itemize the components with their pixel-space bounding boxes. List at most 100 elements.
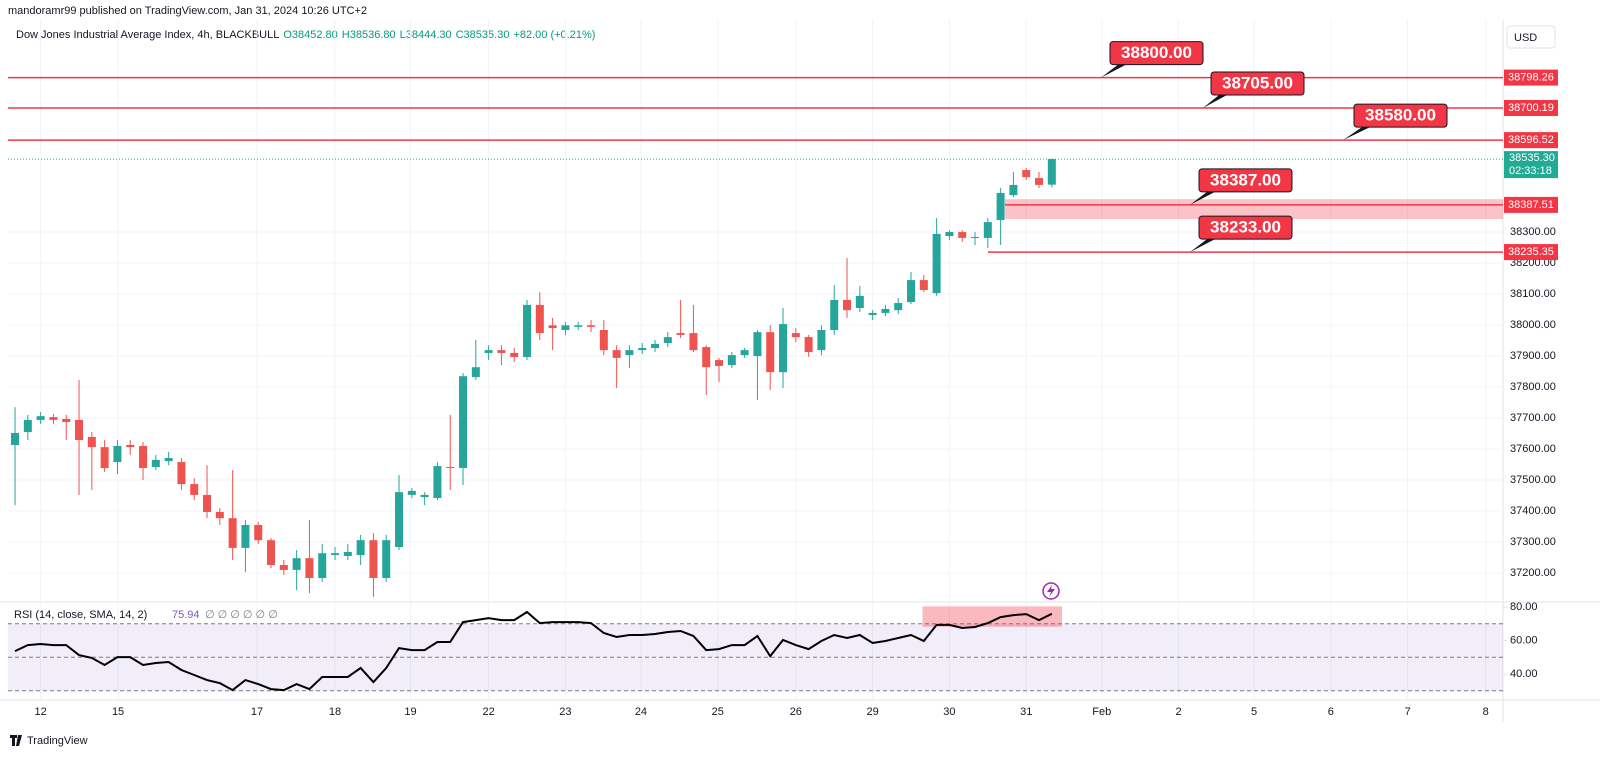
currency: USD bbox=[1514, 32, 1537, 44]
candle-body bbox=[36, 416, 45, 420]
x-tick-label: 15 bbox=[112, 706, 124, 718]
callout-pointer bbox=[1203, 94, 1227, 108]
candle-body bbox=[228, 518, 237, 548]
level-axis-box bbox=[1504, 69, 1558, 86]
rsi-highlight bbox=[922, 606, 1063, 627]
candle-body bbox=[126, 445, 135, 448]
candle-body bbox=[740, 350, 749, 356]
event-bolt bbox=[1047, 585, 1055, 597]
candle-body bbox=[190, 484, 199, 495]
level-axis-label: 38700.19 bbox=[1508, 102, 1554, 114]
y-tick-label: 38300.00 bbox=[1510, 226, 1556, 238]
y-tick-label: 37500.00 bbox=[1510, 474, 1556, 486]
candle-body bbox=[766, 332, 775, 373]
rsi-line bbox=[14, 610, 1053, 692]
candle-body bbox=[855, 295, 864, 308]
y-tick-label: 37300.00 bbox=[1510, 536, 1556, 548]
candle-body bbox=[561, 325, 570, 330]
candle-body bbox=[23, 419, 32, 432]
candle-body bbox=[433, 466, 442, 499]
candle-body bbox=[791, 333, 800, 338]
last-price-label: 38535.30 bbox=[1509, 152, 1555, 164]
x-tick-label: 30 bbox=[943, 706, 955, 718]
candle-body bbox=[932, 233, 941, 294]
x-tick-label: 2 bbox=[1175, 706, 1181, 718]
candle-body bbox=[407, 490, 416, 495]
candle-body bbox=[11, 432, 20, 446]
candle-body bbox=[676, 333, 685, 335]
candle-body bbox=[804, 337, 813, 353]
x-tick-label: 26 bbox=[790, 706, 802, 718]
candle-body bbox=[638, 347, 647, 351]
candle-body bbox=[267, 540, 276, 565]
y-tick-label: 80.00 bbox=[1510, 601, 1538, 613]
level-axis-label: 38387.51 bbox=[1508, 199, 1554, 211]
candle-body bbox=[395, 492, 404, 547]
callout-pointer bbox=[1343, 127, 1370, 141]
change: +82.00 (+0.21%) bbox=[513, 29, 596, 41]
candle-body bbox=[292, 558, 301, 570]
y-tick-label: 38100.00 bbox=[1510, 288, 1556, 300]
candle-body bbox=[574, 325, 583, 327]
candle-body bbox=[958, 232, 967, 238]
level-axis-box bbox=[1504, 244, 1558, 261]
x-tick-label: 31 bbox=[1020, 706, 1032, 718]
x-tick-label: 22 bbox=[483, 706, 495, 718]
y-tick-label: 37800.00 bbox=[1510, 381, 1556, 393]
candle-body bbox=[241, 524, 250, 548]
candle-body bbox=[983, 222, 992, 238]
candle-body bbox=[971, 236, 980, 238]
candle-body bbox=[471, 367, 480, 378]
y-tick-label: 37700.00 bbox=[1510, 412, 1556, 424]
x-tick-label: 8 bbox=[1483, 706, 1489, 718]
y-tick-label: 37600.00 bbox=[1510, 443, 1556, 455]
candle-body bbox=[907, 280, 916, 303]
candle-body bbox=[510, 352, 519, 357]
candle-body bbox=[945, 232, 954, 237]
candle-body bbox=[420, 494, 429, 498]
candle-body bbox=[254, 524, 263, 541]
candle-body bbox=[446, 467, 455, 469]
level-axis-label: 38798.26 bbox=[1508, 71, 1554, 83]
candle-body bbox=[382, 540, 391, 578]
callout-box bbox=[1198, 168, 1293, 193]
candle-body bbox=[279, 564, 288, 570]
candle-body bbox=[919, 280, 928, 291]
x-tick-label: 29 bbox=[866, 706, 878, 718]
y-tick-label: 37200.00 bbox=[1510, 567, 1556, 579]
callout-pointer bbox=[1101, 64, 1126, 78]
callout-box bbox=[1109, 41, 1204, 66]
ohlc: O38452.80 bbox=[283, 29, 338, 41]
candle-body bbox=[830, 299, 839, 330]
candle-body bbox=[535, 304, 544, 334]
countdown: 02:33:18 bbox=[1509, 165, 1552, 177]
y-tick-label: 60.00 bbox=[1510, 634, 1538, 646]
candle-body bbox=[62, 418, 71, 423]
candle-body bbox=[49, 417, 58, 420]
rsi-band bbox=[8, 623, 1503, 691]
candle-body bbox=[753, 332, 762, 357]
logo bbox=[10, 735, 22, 746]
x-tick-label: 12 bbox=[35, 706, 47, 718]
candle-body bbox=[881, 308, 890, 313]
level-axis-label: 38596.52 bbox=[1508, 134, 1554, 146]
ohlc: H38536.80 bbox=[341, 29, 396, 41]
candle-body bbox=[894, 303, 903, 311]
candle-body bbox=[331, 553, 340, 556]
event-icon[interactable] bbox=[1042, 582, 1060, 600]
callout-label: 38705.00 bbox=[1222, 73, 1293, 92]
candle-body bbox=[1047, 159, 1056, 185]
candle-body bbox=[215, 511, 224, 519]
candle-body bbox=[779, 324, 788, 373]
callout-box bbox=[1210, 71, 1305, 96]
zone bbox=[1005, 199, 1503, 220]
callout-label: 38387.00 bbox=[1210, 170, 1281, 189]
currency-box[interactable] bbox=[1506, 25, 1556, 49]
candle-body bbox=[817, 329, 826, 351]
candle-body bbox=[369, 540, 378, 578]
candle-body bbox=[484, 350, 493, 353]
x-tick-label: 6 bbox=[1328, 706, 1334, 718]
callout-pointer bbox=[1190, 239, 1215, 253]
